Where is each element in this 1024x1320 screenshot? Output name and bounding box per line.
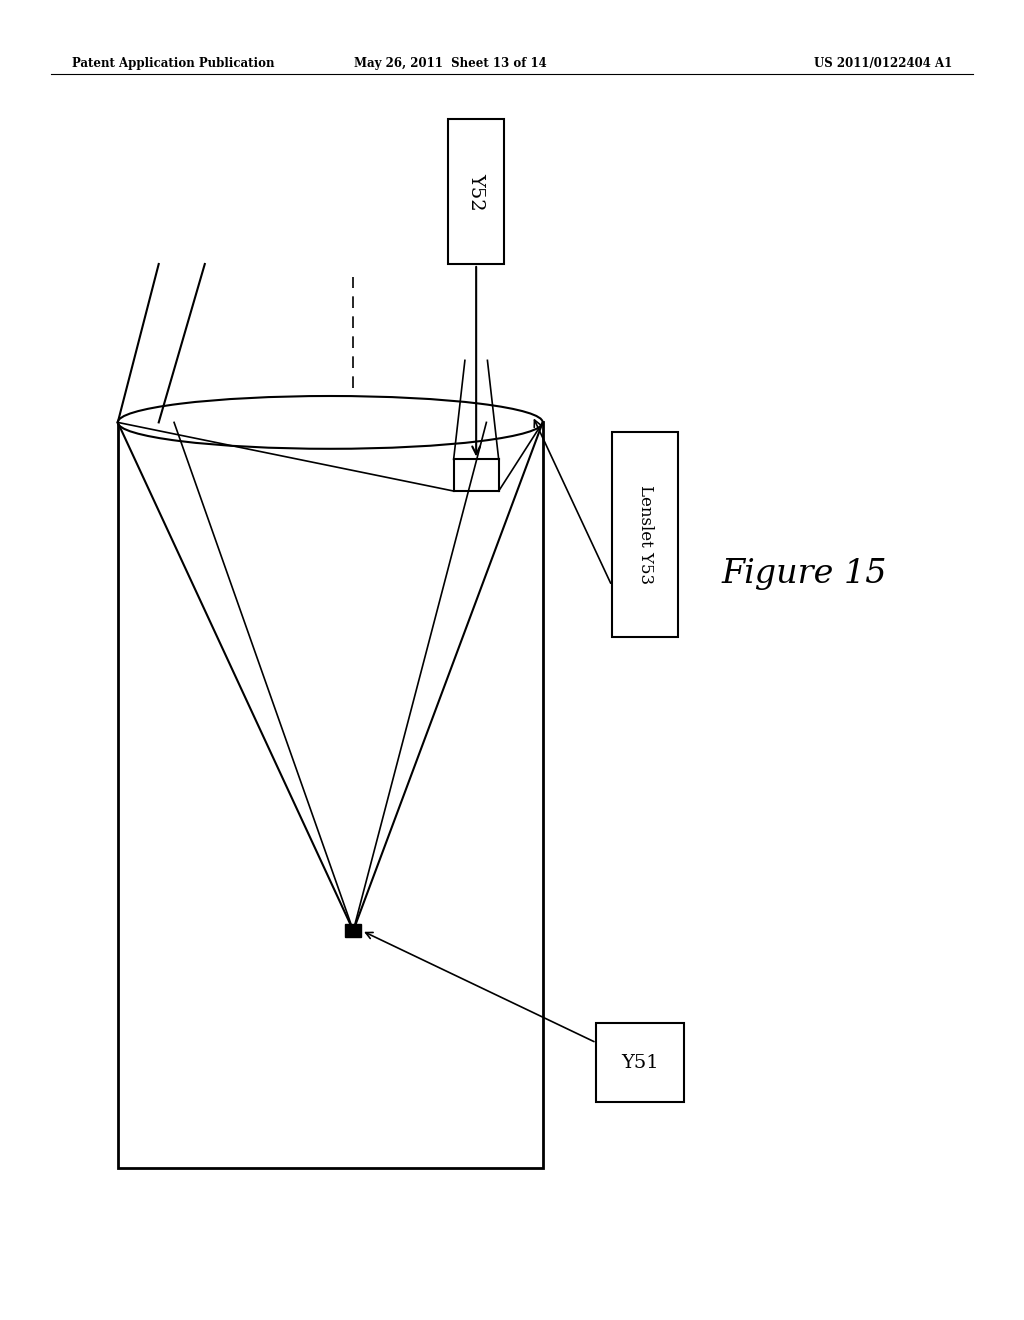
Text: Figure 15: Figure 15 [721,558,887,590]
Text: Y51: Y51 [622,1053,658,1072]
Text: May 26, 2011  Sheet 13 of 14: May 26, 2011 Sheet 13 of 14 [354,57,547,70]
Bar [612,433,679,638]
Bar [449,119,504,264]
Text: Y52: Y52 [467,173,485,210]
Bar [118,422,543,1168]
Ellipse shape [118,396,543,449]
Text: US 2011/0122404 A1: US 2011/0122404 A1 [814,57,952,70]
Bar [345,924,361,937]
Text: Lenslet Y53: Lenslet Y53 [637,484,653,585]
Bar [596,1023,684,1102]
Text: Patent Application Publication: Patent Application Publication [72,57,274,70]
